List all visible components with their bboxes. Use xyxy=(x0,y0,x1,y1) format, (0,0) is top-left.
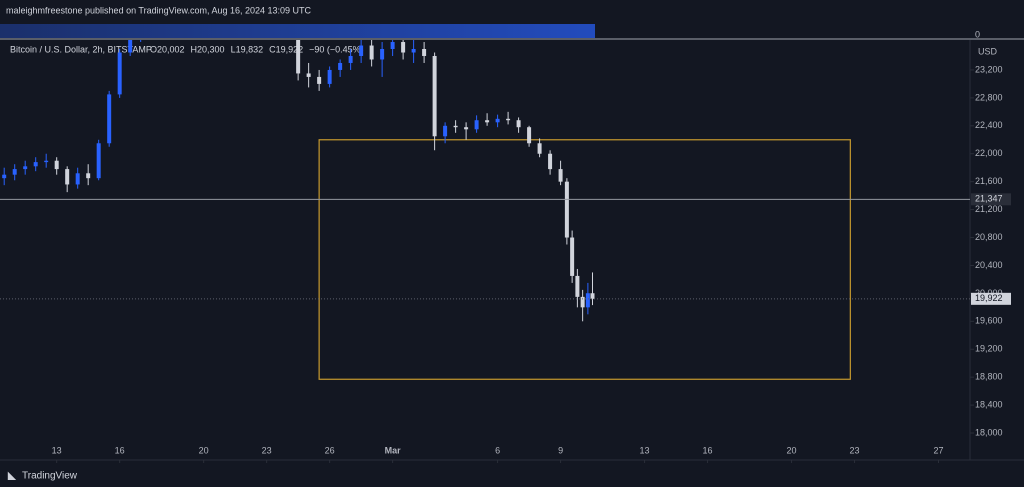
candle-body xyxy=(369,45,374,60)
candle-body xyxy=(474,120,479,130)
candle-body xyxy=(422,49,427,56)
price-label: 21,347 xyxy=(975,194,1003,204)
candle-body xyxy=(411,49,416,53)
y-tick-label: 22,800 xyxy=(975,92,1003,102)
y-tick-label: 19,600 xyxy=(975,316,1003,326)
candle-body xyxy=(527,127,532,144)
x-tick-label: 20 xyxy=(199,445,209,455)
y-tick-label: 20,000 xyxy=(975,288,1003,298)
candle-body xyxy=(390,42,395,50)
candle-body xyxy=(495,118,500,123)
y-tick-label: 18,400 xyxy=(975,399,1003,409)
y-tick-label: 20,400 xyxy=(975,260,1003,270)
candle-body xyxy=(537,143,542,154)
candle-body xyxy=(453,125,458,128)
x-tick-label: 16 xyxy=(703,445,713,455)
candle-body xyxy=(464,127,469,130)
candle-body xyxy=(107,94,112,144)
x-tick-label: 13 xyxy=(52,445,62,455)
x-tick-label: 20 xyxy=(787,445,797,455)
candle-body xyxy=(401,42,406,53)
price-label: 19,922 xyxy=(975,293,1003,303)
candle-body xyxy=(380,49,385,60)
x-tick-label: 23 xyxy=(262,445,272,455)
candle-body xyxy=(548,153,553,170)
candle-body xyxy=(432,55,437,137)
candle-body xyxy=(485,120,490,123)
ohlc-value: H20,300 xyxy=(191,44,225,54)
candle-body xyxy=(86,173,91,179)
candle-body xyxy=(75,173,80,185)
candle-body xyxy=(54,160,59,170)
candle-body xyxy=(443,125,448,137)
candle-body xyxy=(96,143,101,179)
price-label-box xyxy=(971,193,1011,206)
volume-axis-label: 0 xyxy=(975,29,980,39)
volume-strip xyxy=(0,24,595,38)
symbol-title: Bitcoin / U.S. Dollar, 2h, BITSTAMP xyxy=(10,44,152,54)
candle-body xyxy=(117,52,122,95)
y-tick-label: 18,000 xyxy=(975,427,1003,437)
candle-body xyxy=(2,174,7,179)
candle-body xyxy=(558,169,563,182)
candle-body xyxy=(359,45,364,56)
candle-body xyxy=(590,293,595,299)
x-tick-label: 13 xyxy=(640,445,650,455)
x-tick-label: 9 xyxy=(558,445,563,455)
tradingview-logo: ◣ xyxy=(7,471,17,482)
candle-body xyxy=(575,275,580,297)
ohlc-value: L19,832 xyxy=(231,44,264,54)
y-tick-label: 18,800 xyxy=(975,372,1003,382)
candle-body xyxy=(65,169,70,185)
x-tick-label: 16 xyxy=(115,445,125,455)
y-tick-label: 19,200 xyxy=(975,344,1003,354)
candle-body xyxy=(585,293,590,308)
candle-body xyxy=(580,296,585,308)
x-tick-label: 6 xyxy=(495,445,500,455)
x-tick-label: 23 xyxy=(850,445,860,455)
y-tick-label: 22,400 xyxy=(975,120,1003,130)
y-tick-label: 20,800 xyxy=(975,232,1003,242)
candle-body xyxy=(12,169,17,175)
x-tick-label: 26 xyxy=(325,445,335,455)
ohlc-value: −90 (−0.45%) xyxy=(309,44,364,54)
y-tick-label: 21,200 xyxy=(975,204,1003,214)
price-label-box xyxy=(971,292,1011,305)
plot-area xyxy=(2,40,851,380)
candle-body xyxy=(506,118,511,121)
range-box xyxy=(318,139,851,380)
currency-label: USD xyxy=(978,46,998,56)
candle-body xyxy=(348,55,353,63)
candle-body xyxy=(296,40,301,74)
candle-body xyxy=(570,237,575,276)
y-tick-label: 23,200 xyxy=(975,64,1003,74)
candle-body xyxy=(564,181,569,238)
footer-brand: TradingView xyxy=(22,471,78,482)
ohlc-value: C19,922 xyxy=(269,44,303,54)
publisher-header: maleighmfreestone published on TradingVi… xyxy=(6,5,312,15)
candle-body xyxy=(327,69,332,84)
candle-body xyxy=(128,40,133,53)
candle-body xyxy=(338,62,343,70)
candle-body xyxy=(516,120,521,128)
y-tick-label: 21,600 xyxy=(975,176,1003,186)
candle-body xyxy=(23,166,28,170)
y-tick-label: 22,000 xyxy=(975,148,1003,158)
candle-body xyxy=(317,76,322,84)
candle-body xyxy=(33,162,38,167)
ohlc-value: O20,002 xyxy=(150,44,185,54)
candle-body xyxy=(44,160,49,163)
x-tick-label: Mar xyxy=(385,445,402,455)
x-tick-label: 27 xyxy=(933,445,943,455)
ohlc-legend: O20,002 H20,300 L19,832 C19,922 −90 (−0.45%) xyxy=(150,44,364,54)
candle-body xyxy=(306,73,311,77)
